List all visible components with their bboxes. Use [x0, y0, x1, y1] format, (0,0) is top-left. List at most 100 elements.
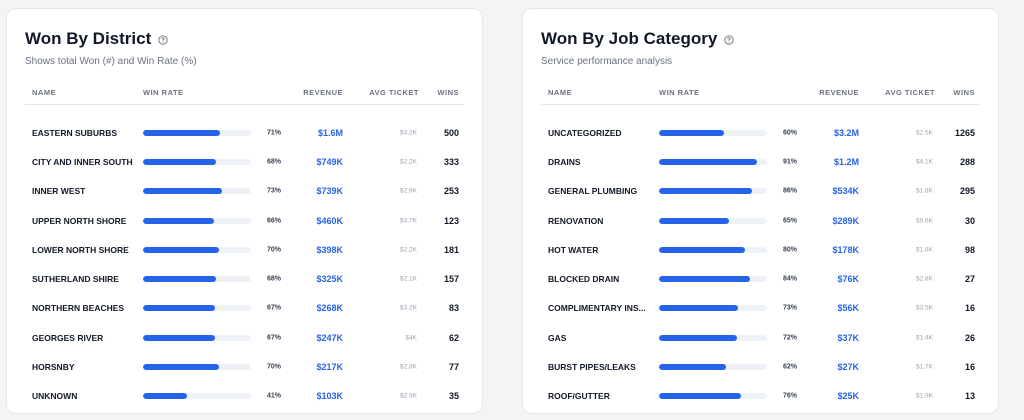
revenue-value: $37K — [837, 332, 859, 343]
row-name: SUTHERLAND SHIRE — [32, 274, 119, 285]
wins-value: 333 — [443, 156, 459, 167]
revenue-value: $1.2M — [833, 156, 859, 167]
win-rate-bar-fill — [659, 129, 724, 136]
won-by-district-card: Won By District Shows total Won (#) and … — [6, 8, 483, 414]
revenue-value: $739K — [316, 186, 343, 197]
district-table: NAME WIN RATE REVENUE AVG TICKET WINS EA… — [25, 83, 464, 411]
info-circle-icon[interactable] — [724, 34, 734, 45]
win-rate-bar-fill — [143, 364, 219, 371]
column-header-avg-ticket[interactable]: AVG TICKET — [369, 88, 419, 97]
table-row[interactable]: COMPLIMENTARY INS... 73% $56K $3.5K 16 — [541, 294, 980, 323]
wins-value: 98 — [964, 244, 975, 255]
column-header-name[interactable]: NAME — [32, 88, 57, 97]
column-header-revenue[interactable]: REVENUE — [303, 88, 343, 97]
table-row[interactable]: GEORGES RIVER 67% $247K $4K 62 — [25, 323, 464, 352]
column-header-wins[interactable]: WINS — [953, 88, 975, 97]
table-row[interactable]: BLOCKED DRAIN 84% $76K $2.8K 27 — [541, 264, 980, 293]
table-row[interactable]: INNER WEST 73% $739K $2.9K 253 — [25, 177, 464, 206]
avg-ticket-value: $4.1K — [916, 158, 933, 166]
avg-ticket-value: $3.2K — [400, 129, 417, 137]
table-body: UNCATEGORIZED 60% $3.2M $2.5K 1265 DRAINS 91% $… — [541, 118, 980, 411]
win-rate-bar-fill — [143, 246, 219, 253]
avg-ticket-value: $2.8K — [916, 275, 933, 283]
table-body: EASTERN SUBURBS 71% $1.6M $3.2K 500 CITY AND … — [25, 118, 464, 411]
win-rate-bar — [659, 158, 767, 165]
win-rate-bar-fill — [143, 334, 216, 341]
win-rate-bar — [659, 364, 767, 371]
table-row[interactable]: NORTHERN BEACHES 67% $268K $3.2K 83 — [25, 294, 464, 323]
revenue-value: $3.2M — [833, 127, 859, 138]
category-title-text: Won By Job Category — [541, 29, 718, 48]
win-rate-bar-fill — [659, 276, 750, 283]
table-row[interactable]: GENERAL PLUMBING 86% $534K $1.8K 295 — [541, 177, 980, 206]
column-header-avg-ticket[interactable]: AVG TICKET — [885, 88, 935, 97]
table-row[interactable]: HOT WATER 80% $178K $1.8K 98 — [541, 235, 980, 264]
wins-value: 253 — [443, 186, 459, 197]
win-rate-bar — [659, 393, 767, 400]
info-circle-icon[interactable] — [158, 34, 168, 45]
wins-value: 288 — [959, 156, 975, 167]
win-rate-percent: 91% — [783, 158, 798, 166]
row-name: EASTERN SUBURBS — [32, 127, 118, 138]
win-rate-percent: 72% — [783, 334, 798, 342]
revenue-value: $534K — [832, 186, 859, 197]
avg-ticket-value: $2.9K — [400, 187, 417, 195]
card-subtitle-category: Service performance analysis — [541, 56, 673, 67]
win-rate-bar-fill — [143, 305, 216, 312]
table-row[interactable]: ROOF/GUTTER 76% $25K $1.9K 13 — [541, 382, 980, 411]
win-rate-percent: 62% — [783, 363, 798, 371]
win-rate-bar — [659, 246, 767, 253]
win-rate-percent: 68% — [267, 158, 282, 166]
revenue-value: $289K — [832, 215, 859, 226]
avg-ticket-value: $2.9K — [400, 392, 417, 400]
row-name: GEORGES RIVER — [32, 332, 104, 343]
table-row[interactable]: UNKNOWN 41% $103K $2.9K 35 — [25, 382, 464, 411]
win-rate-bar — [659, 276, 767, 283]
table-row[interactable]: GAS 72% $37K $1.4K 26 — [541, 323, 980, 352]
table-row[interactable]: EASTERN SUBURBS 71% $1.6M $3.2K 500 — [25, 118, 464, 147]
table-row[interactable]: UPPER NORTH SHORE 66% $460K $3.7K 123 — [25, 206, 464, 235]
won-by-job-category-card: Won By Job Category Service performance … — [522, 8, 999, 414]
table-row[interactable]: BURST PIPES/LEAKS 62% $27K $1.7K 16 — [541, 352, 980, 381]
column-header-name[interactable]: NAME — [548, 88, 573, 97]
table-row[interactable]: DRAINS 91% $1.2M $4.1K 288 — [541, 147, 980, 176]
win-rate-percent: 41% — [267, 392, 282, 400]
table-row[interactable]: HORSNBY 70% $217K $2.8K 77 — [25, 352, 464, 381]
avg-ticket-value: $9.6K — [916, 217, 933, 225]
column-header-win-rate[interactable]: WIN RATE — [659, 88, 700, 97]
avg-ticket-value: $2.1K — [400, 275, 417, 283]
column-header-revenue[interactable]: REVENUE — [819, 88, 859, 97]
row-name: COMPLIMENTARY INS... — [548, 303, 646, 314]
wins-value: 181 — [443, 244, 459, 255]
avg-ticket-value: $1.9K — [916, 392, 933, 400]
table-row[interactable]: RENOVATION 65% $289K $9.6K 30 — [541, 206, 980, 235]
row-name: HORSNBY — [32, 362, 75, 373]
row-name: RENOVATION — [548, 215, 604, 226]
revenue-value: $247K — [316, 332, 343, 343]
wins-value: 500 — [443, 127, 459, 138]
row-name: UNKNOWN — [32, 391, 78, 402]
table-row[interactable]: UNCATEGORIZED 60% $3.2M $2.5K 1265 — [541, 118, 980, 147]
win-rate-bar — [143, 305, 251, 312]
table-row[interactable]: CITY AND INNER SOUTH 68% $749K $2.2K 333 — [25, 147, 464, 176]
win-rate-bar — [143, 364, 251, 371]
table-row[interactable]: SUTHERLAND SHIRE 68% $325K $2.1K 157 — [25, 264, 464, 293]
row-name: ROOF/GUTTER — [548, 391, 610, 402]
avg-ticket-value: $1.8K — [916, 187, 933, 195]
win-rate-bar-fill — [659, 364, 726, 371]
wins-value: 123 — [443, 215, 459, 226]
column-header-win-rate[interactable]: WIN RATE — [143, 88, 184, 97]
revenue-value: $76K — [837, 274, 859, 285]
revenue-value: $27K — [837, 362, 859, 373]
win-rate-percent: 67% — [267, 304, 282, 312]
wins-value: 16 — [964, 303, 975, 314]
revenue-value: $398K — [316, 244, 343, 255]
row-name: GENERAL PLUMBING — [548, 186, 638, 197]
avg-ticket-value: $2.8K — [400, 363, 417, 371]
wins-value: 77 — [448, 362, 459, 373]
table-row[interactable]: LOWER NORTH SHORE 70% $398K $2.2K 181 — [25, 235, 464, 264]
row-name: UNCATEGORIZED — [548, 127, 622, 138]
column-header-wins[interactable]: WINS — [437, 88, 459, 97]
win-rate-bar-fill — [143, 217, 215, 224]
revenue-value: $25K — [837, 391, 859, 402]
